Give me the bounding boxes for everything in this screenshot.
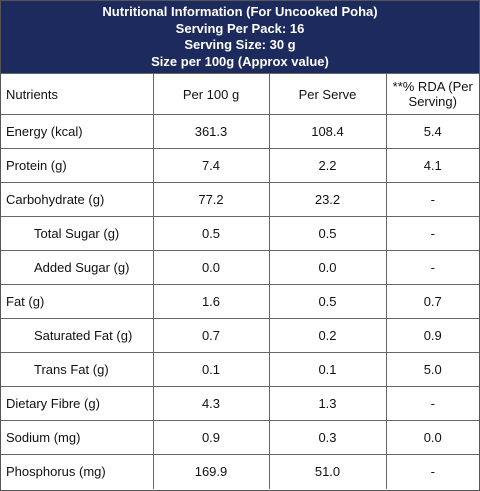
value-cell: - — [385, 250, 479, 285]
nutrient-name: Trans Fat (g) — [1, 352, 154, 387]
value-cell: - — [385, 182, 479, 217]
table-row: Total Sugar (g) 0.5 0.5- — [1, 216, 479, 251]
value-cell: 5.4 — [385, 114, 479, 149]
value-cell: 0.7 — [152, 318, 270, 353]
value-cell: - — [385, 386, 479, 421]
nutrient-name: Phosphorus (mg) — [1, 454, 154, 489]
column-header: Per Serve — [268, 73, 387, 115]
value-cell: 4.3 — [152, 386, 270, 421]
table-row: Saturated Fat (g) 0.7 0.2 0.9 — [1, 318, 479, 353]
table-row: Protein (g) 7.4 2.2 4.1 — [1, 148, 479, 183]
value-cell: 51.0 — [268, 454, 387, 489]
value-cell: 7.4 — [152, 148, 270, 183]
column-header: Nutrients — [1, 73, 154, 115]
value-cell: 361.3 — [152, 114, 270, 149]
table-row: Dietary Fibre (g) 4.3 1.3- — [1, 386, 479, 421]
value-cell: 5.0 — [385, 352, 479, 387]
table-row: Energy (kcal) 361.3 108.4 5.4 — [1, 114, 479, 149]
value-cell: 0.0 — [385, 420, 479, 455]
value-cell: 108.4 — [268, 114, 387, 149]
value-cell: - — [385, 454, 479, 489]
value-cell: 0.0 — [152, 250, 270, 285]
nutrient-name: Added Sugar (g) — [1, 250, 154, 285]
nutrient-name: Sodium (mg) — [1, 420, 154, 455]
value-cell: 23.2 — [268, 182, 387, 217]
nutrient-name: Protein (g) — [1, 148, 154, 183]
header-line: Serving Per Pack: 16 — [175, 20, 305, 36]
table-row: Trans Fat (g) 0.1 0.1 5.0 — [1, 352, 479, 387]
value-cell: 2.2 — [268, 148, 387, 183]
value-cell: - — [385, 216, 479, 251]
column-header: **% RDA (Per Serving) — [385, 73, 479, 115]
nutrient-name: Saturated Fat (g) — [1, 318, 154, 353]
value-cell: 0.9 — [385, 318, 479, 353]
table-row: Fat (g) 1.6 0.5 0.7 — [1, 284, 479, 319]
value-cell: 77.2 — [152, 182, 270, 217]
nutrition-table: Nutrients Per 100 g Per Serve **% RDA (Per … — [1, 73, 479, 489]
nutrient-name: Total Sugar (g) — [1, 216, 154, 251]
table-row: Carbohydrate (g) 77.2 23.2- — [1, 182, 479, 217]
nutrient-name: Energy (kcal) — [1, 114, 154, 149]
value-cell: 0.7 — [385, 284, 479, 319]
value-cell: 0.9 — [152, 420, 270, 455]
table-row: Sodium (mg) 0.9 0.3 0.0 — [1, 420, 479, 455]
column-header: Per 100 g — [152, 73, 270, 115]
value-cell: 0.3 — [268, 420, 387, 455]
value-cell: 169.9 — [152, 454, 270, 489]
value-cell: 0.0 — [268, 250, 387, 285]
value-cell: 1.6 — [152, 284, 270, 319]
nutrient-name: Fat (g) — [1, 284, 154, 319]
table-row: Added Sugar (g) 0.0 0.0- — [1, 250, 479, 285]
value-cell: 0.5 — [268, 284, 387, 319]
value-cell: 1.3 — [268, 386, 387, 421]
header: Nutritional Information (For Uncooked Po… — [1, 1, 479, 73]
header-row: Nutrients Per 100 g Per Serve **% RDA (Per … — [1, 73, 479, 115]
value-cell: 0.5 — [268, 216, 387, 251]
header-line: Nutritional Information (For Uncooked Po… — [102, 4, 378, 19]
value-cell: 4.1 — [385, 148, 479, 183]
table-row: Phosphorus (mg) 169.9 51.0- — [1, 454, 479, 489]
nutrient-name: Carbohydrate (g) — [1, 182, 154, 217]
value-cell: 0.1 — [152, 352, 270, 387]
header-line: Serving Size: 30 g — [184, 37, 296, 52]
header-line: Size per 100g (Approx value) — [151, 53, 329, 69]
nutrient-name: Dietary Fibre (g) — [1, 386, 154, 421]
value-cell: 0.1 — [268, 352, 387, 387]
value-cell: 0.2 — [268, 318, 387, 353]
value-cell: 0.5 — [152, 216, 270, 251]
